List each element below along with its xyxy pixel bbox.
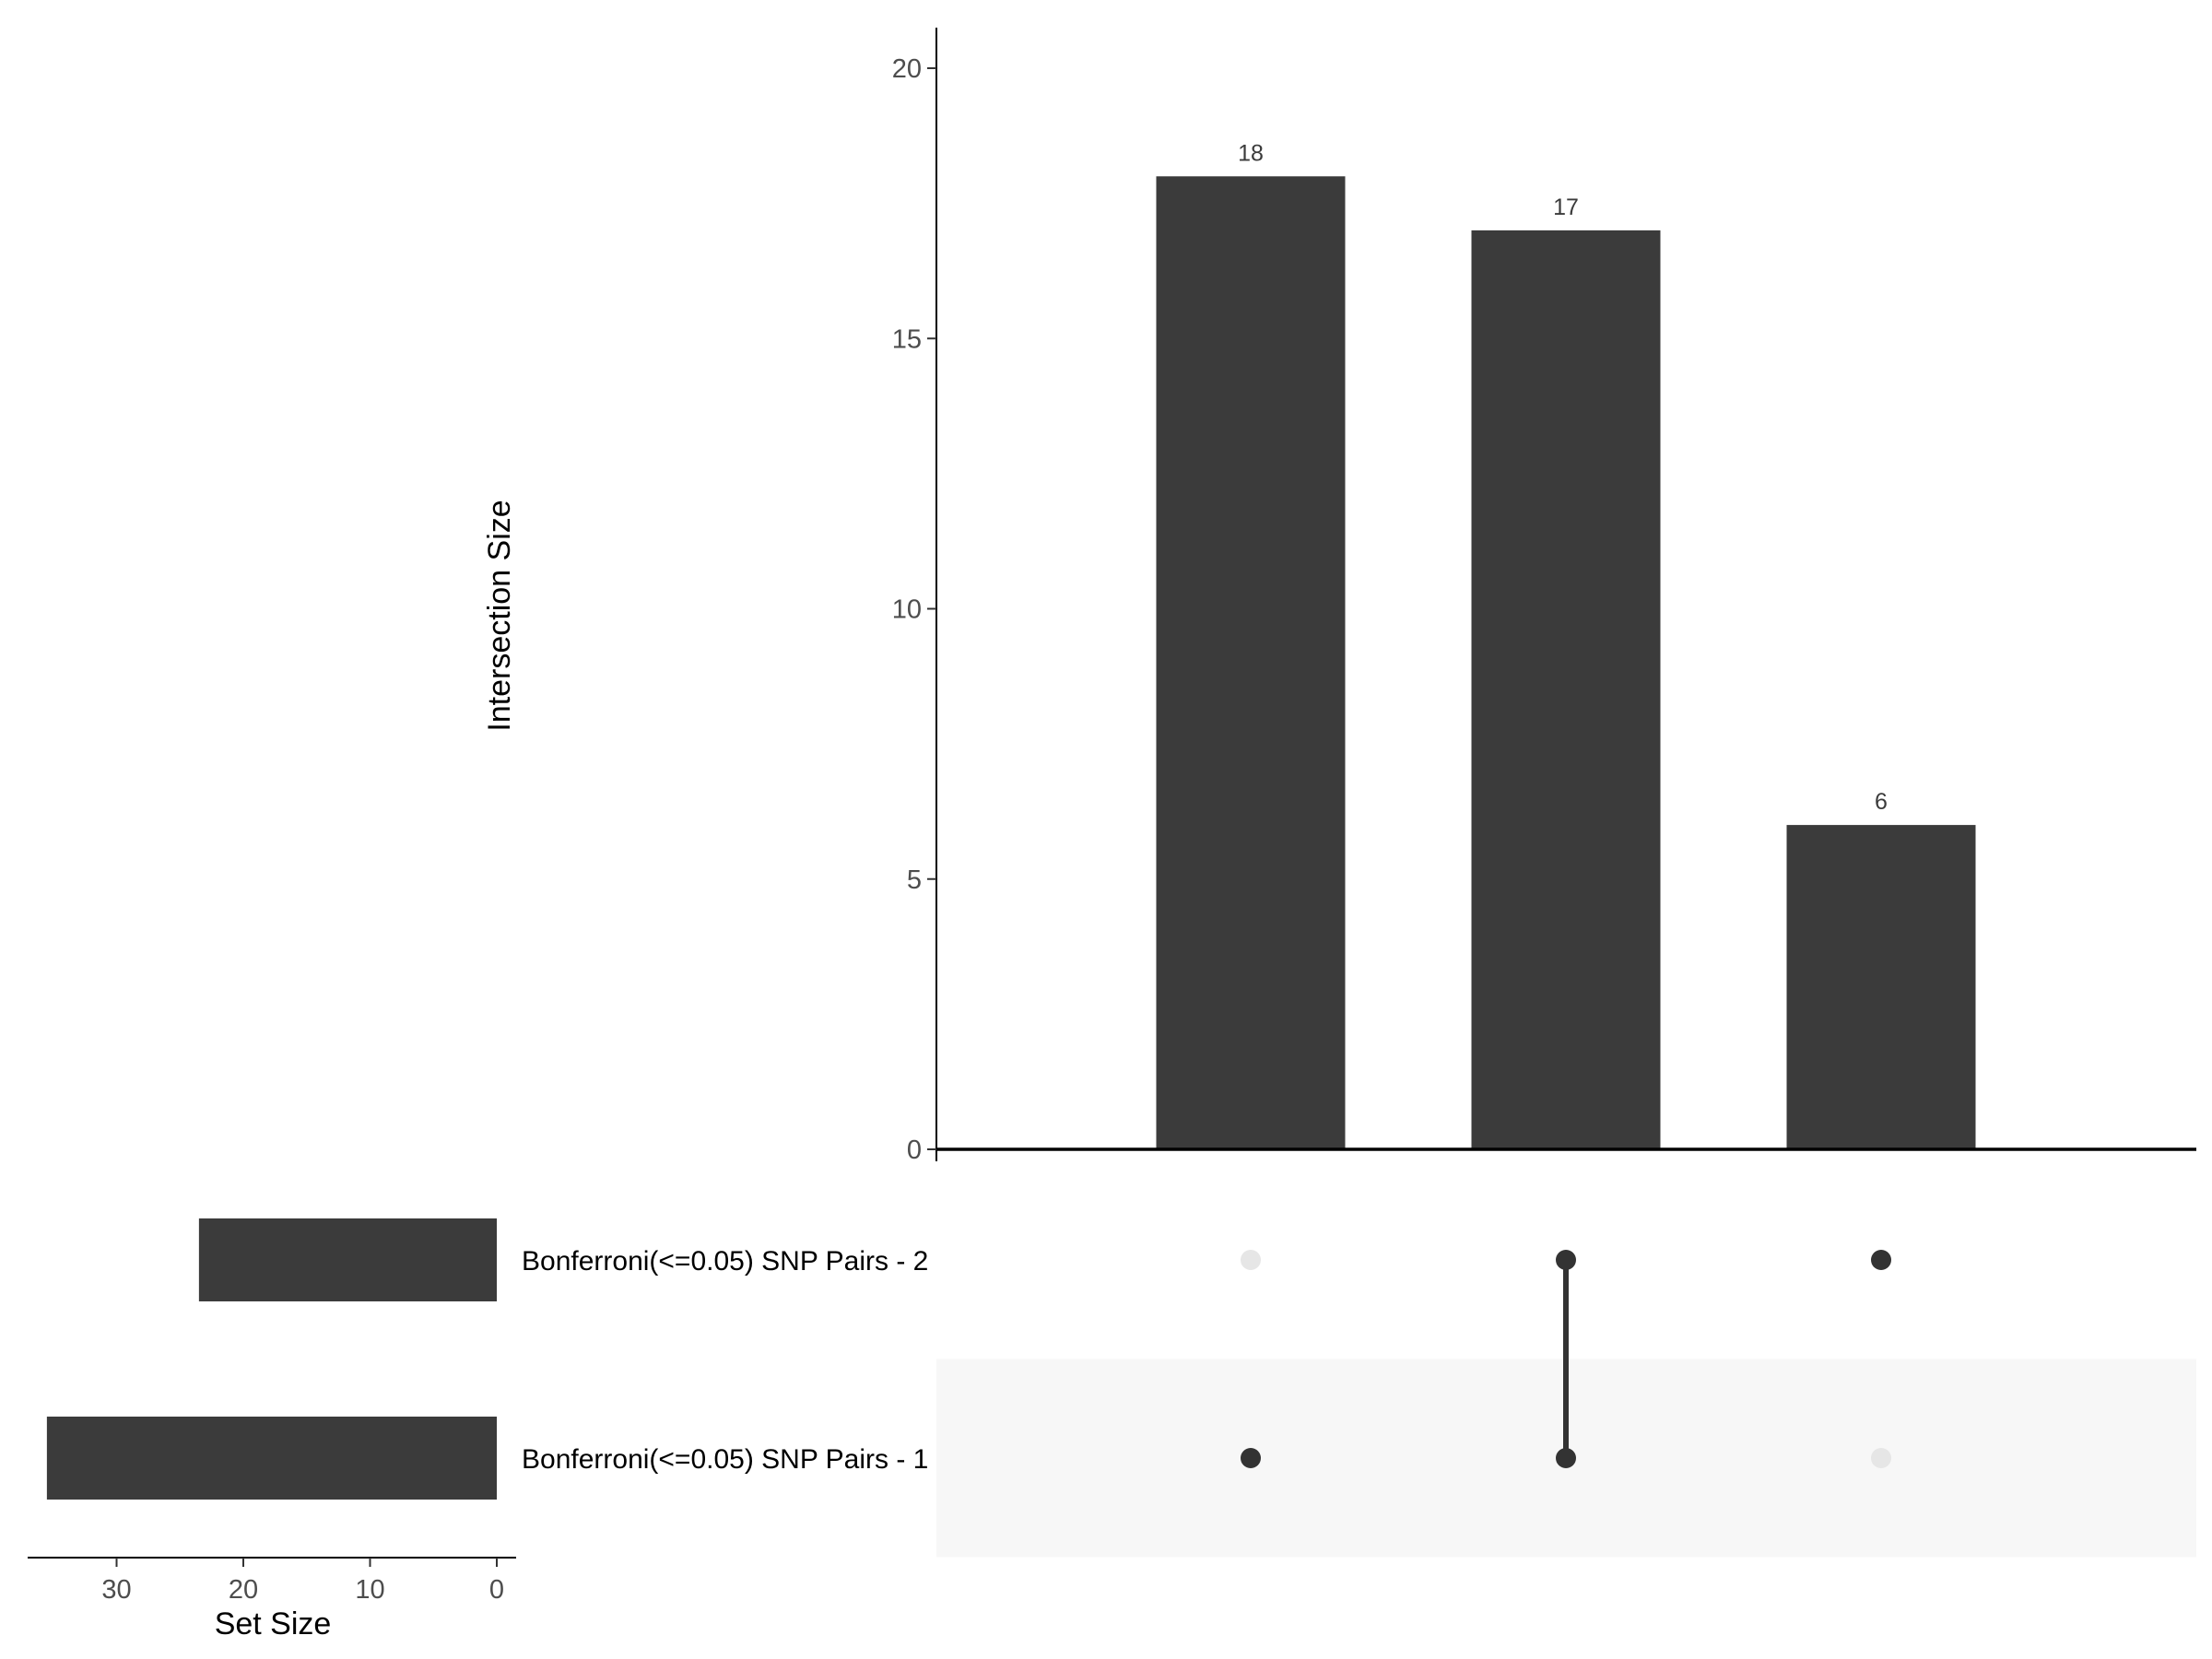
matrix-dot-inactive <box>1871 1448 1891 1468</box>
set-size-bar <box>46 1417 497 1500</box>
set-size-bar <box>198 1218 497 1301</box>
intersection-bar-labels: 18 17 6 <box>1238 140 1888 815</box>
set-label: Bonferroni(<=0.05) SNP Pairs - 2 <box>522 1246 928 1277</box>
intersection-bar <box>1786 825 1976 1149</box>
intersection-bar-label: 6 <box>1875 789 1888 815</box>
intersection-size-axis: 0 5 10 15 20 <box>892 28 2196 1165</box>
intersection-bar <box>1156 176 1346 1149</box>
set-size-tick-label: 20 <box>229 1575 258 1605</box>
set-label: Bonferroni(<=0.05) SNP Pairs - 1 <box>522 1444 928 1475</box>
intersection-bars <box>1156 176 1976 1149</box>
intersection-bar-label: 17 <box>1553 194 1579 220</box>
set-size-axis-title: Set Size <box>215 1606 332 1641</box>
set-labels: Bonferroni(<=0.05) SNP Pairs - 2 Bonferro… <box>522 1246 928 1475</box>
y-tick-label: 5 <box>907 865 922 895</box>
matrix-dot-active <box>1241 1448 1261 1468</box>
matrix-dot-active <box>1871 1250 1891 1270</box>
set-size-tick-label: 30 <box>101 1575 131 1605</box>
matrix-dot-inactive <box>1241 1250 1261 1270</box>
y-tick-label: 0 <box>907 1135 922 1165</box>
set-size-axis: 30 20 10 0 <box>28 1557 516 1605</box>
set-size-tick-label: 0 <box>489 1575 504 1605</box>
intersection-bar-label: 18 <box>1238 140 1264 166</box>
intersection-bar <box>1471 229 1661 1149</box>
set-size-bars <box>46 1218 497 1500</box>
y-tick-label: 10 <box>892 595 922 625</box>
intersection-size-axis-title: Intersection Size <box>482 500 517 731</box>
y-tick-label: 15 <box>892 324 922 354</box>
set-size-tick-label: 10 <box>355 1575 384 1605</box>
matrix-dot-active <box>1556 1448 1576 1468</box>
y-tick-label: 20 <box>892 54 922 84</box>
matrix-dot-active <box>1556 1250 1576 1270</box>
matrix-dots <box>1241 1250 1891 1468</box>
